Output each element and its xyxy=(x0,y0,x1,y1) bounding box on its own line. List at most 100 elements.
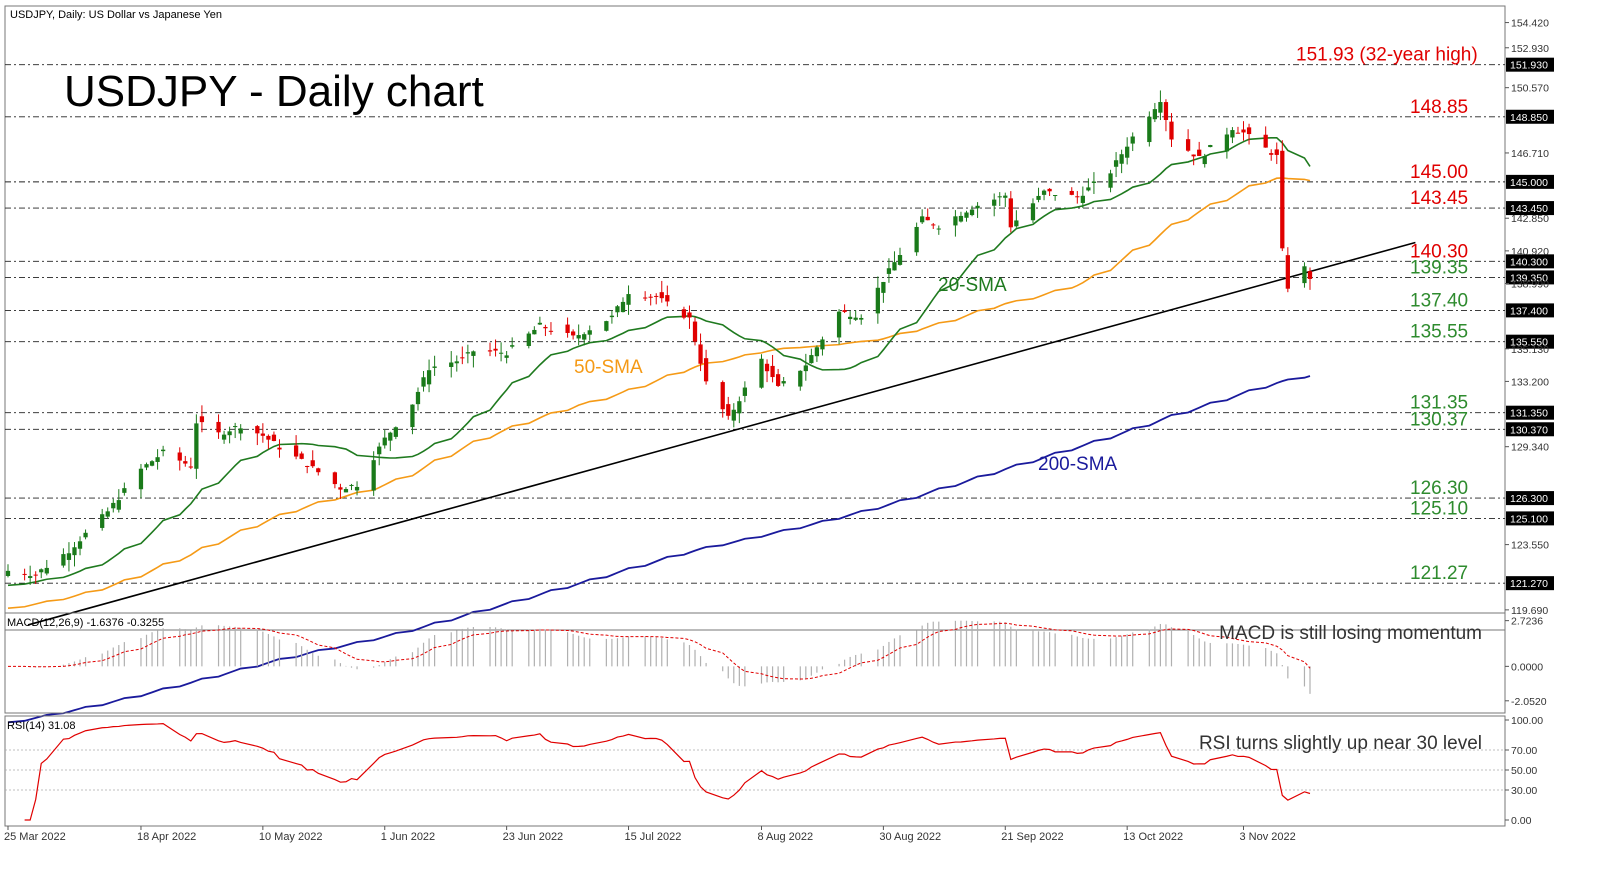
rsi-tick-label: 30.00 xyxy=(1511,785,1537,797)
date-label: 1 Jun 2022 xyxy=(381,831,435,843)
candle-body xyxy=(377,446,382,455)
candle-body xyxy=(814,347,820,357)
level-axis-box xyxy=(1506,174,1554,189)
macd-axis: 2.7236 0.0000 -2.0520 xyxy=(1505,616,1547,708)
candle-body xyxy=(1075,196,1080,198)
rsi-level-lines xyxy=(5,749,1505,791)
candle-body xyxy=(271,434,277,442)
candle-body xyxy=(969,209,975,216)
candle-body xyxy=(1197,149,1202,156)
level-axis-label: 130.370 xyxy=(1510,424,1548,436)
rsi-tick-label: 70.00 xyxy=(1511,745,1537,757)
candle-body xyxy=(1302,266,1307,284)
candle-body xyxy=(1241,129,1246,133)
candle-body xyxy=(305,465,310,467)
candle-body xyxy=(648,296,653,298)
price-tick-label: 154.420 xyxy=(1511,18,1549,30)
ascending-trendline xyxy=(27,241,1416,626)
candle-body xyxy=(1202,156,1207,165)
price-tick-label: 135.130 xyxy=(1511,344,1549,356)
candle-body xyxy=(255,426,260,434)
candle-body xyxy=(487,350,493,352)
price-tick-label: 138.990 xyxy=(1511,279,1549,291)
candle-body xyxy=(122,488,127,493)
level-axis-label: 145.000 xyxy=(1510,177,1548,189)
candle-body xyxy=(1163,102,1169,120)
candle-body xyxy=(277,447,282,450)
candle-body xyxy=(316,468,321,473)
level-label: 125.10 xyxy=(1410,498,1468,519)
sma20-label: 20-SMA xyxy=(938,275,1007,296)
candle-body xyxy=(77,541,83,549)
candle-body xyxy=(759,358,764,388)
candle-body xyxy=(471,351,476,356)
candle-body xyxy=(737,401,742,414)
date-label: 30 Aug 2022 xyxy=(879,831,941,843)
candle-body xyxy=(532,329,537,335)
level-axis-label: 148.850 xyxy=(1510,112,1548,124)
candle-body xyxy=(920,216,925,223)
candle-body xyxy=(293,445,299,457)
candle-body xyxy=(1053,195,1058,197)
candle-body xyxy=(565,324,570,333)
level-axis-box xyxy=(1506,405,1554,420)
candle-body xyxy=(177,452,182,461)
candle-body xyxy=(820,339,825,350)
candle-body xyxy=(393,427,398,437)
candle-body xyxy=(526,333,531,347)
level-axis-label: 125.100 xyxy=(1510,513,1548,525)
date-label: 25 Mar 2022 xyxy=(4,831,66,843)
level-axis-box xyxy=(1506,334,1554,349)
candle-body xyxy=(1041,190,1047,195)
candle-body xyxy=(338,487,343,490)
candle-body xyxy=(687,312,692,318)
candle-body xyxy=(161,449,166,452)
candle-body xyxy=(1246,127,1252,135)
candle-body xyxy=(853,317,858,320)
candle-body xyxy=(892,262,897,271)
sma20-line xyxy=(7,136,1311,587)
sma200-line xyxy=(7,375,1311,724)
date-axis: 25 Mar 2022 18 Apr 2022 10 May 2022 1 Jun 2… xyxy=(4,826,1296,843)
candle-body xyxy=(1147,116,1152,143)
level-axis-label: 135.550 xyxy=(1510,337,1548,349)
candle-body xyxy=(221,434,227,440)
candle-body xyxy=(703,358,709,382)
candle-body xyxy=(1030,203,1036,221)
macd-tick-label: -2.0520 xyxy=(1511,696,1547,708)
candle-body xyxy=(183,461,188,464)
candle-body xyxy=(975,205,980,209)
candle-body xyxy=(1158,102,1163,113)
price-tick-label: 142.850 xyxy=(1511,213,1549,225)
candle-body xyxy=(199,416,205,423)
price-tick-label: 152.930 xyxy=(1511,43,1549,55)
candle-body xyxy=(1235,132,1241,134)
price-tick-label: 119.690 xyxy=(1511,605,1548,617)
rsi-line xyxy=(24,723,1311,821)
candle-body xyxy=(731,409,736,421)
candle-body xyxy=(742,387,748,396)
macd-annotation: MACD is still losing momentum xyxy=(1219,623,1482,644)
candle-body xyxy=(914,226,919,253)
candle-body xyxy=(449,362,454,367)
candle-body xyxy=(548,330,554,332)
level-axis-label: 139.350 xyxy=(1510,272,1548,284)
candle-body xyxy=(493,348,498,351)
candle-body xyxy=(1003,195,1008,198)
candle-body xyxy=(266,435,271,440)
candle-body xyxy=(233,426,238,428)
candle-body xyxy=(382,437,387,446)
level-axis-label: 151.930 xyxy=(1510,60,1548,72)
candle-body xyxy=(925,216,930,221)
candle-body xyxy=(44,567,49,574)
candle-body xyxy=(1119,154,1124,164)
level-axis-box xyxy=(1506,201,1554,216)
price-tick-label: 150.570 xyxy=(1511,83,1549,95)
candle-body xyxy=(1285,255,1290,289)
level-label: 148.85 xyxy=(1410,97,1468,118)
candle-body xyxy=(775,374,781,386)
candle-body xyxy=(33,574,38,576)
candle-body xyxy=(421,377,426,387)
